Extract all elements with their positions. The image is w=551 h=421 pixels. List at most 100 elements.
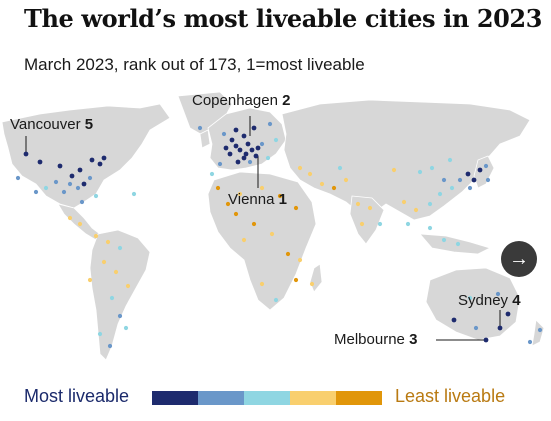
city-dot bbox=[249, 147, 255, 153]
label-vancouver: Vancouver 5 bbox=[10, 116, 93, 133]
label-melbourne-city: Melbourne bbox=[334, 331, 405, 348]
land-asia bbox=[281, 99, 531, 221]
city-dot bbox=[241, 155, 247, 161]
label-vienna: Vienna 1 bbox=[228, 191, 287, 208]
city-dot bbox=[197, 125, 203, 131]
city-dot bbox=[61, 189, 67, 195]
city-dot bbox=[15, 175, 21, 181]
city-dot bbox=[467, 295, 473, 301]
city-dot bbox=[225, 201, 231, 207]
city-dot bbox=[125, 283, 131, 289]
next-button[interactable]: → bbox=[501, 241, 537, 277]
label-sydney: Sydney 4 bbox=[458, 292, 521, 309]
city-dot bbox=[57, 163, 63, 169]
city-dot bbox=[245, 141, 251, 147]
city-dot bbox=[97, 331, 103, 337]
legend-swatch-4 bbox=[290, 391, 336, 405]
city-dot bbox=[117, 245, 123, 251]
city-dot bbox=[87, 175, 93, 181]
city-dot bbox=[427, 201, 433, 207]
city-dot bbox=[109, 295, 115, 301]
chart-title: The world’s most liveable cities in 2023 bbox=[24, 4, 543, 33]
city-dot bbox=[117, 313, 123, 319]
city-dot bbox=[235, 159, 241, 165]
city-dot bbox=[43, 185, 49, 191]
city-dot bbox=[451, 317, 457, 323]
city-dot bbox=[237, 191, 243, 197]
city-dot bbox=[259, 185, 265, 191]
city-dot bbox=[221, 131, 227, 137]
city-dot bbox=[33, 189, 39, 195]
city-dot bbox=[233, 143, 239, 149]
label-melbourne-rank: 3 bbox=[409, 331, 418, 348]
city-dot bbox=[53, 179, 59, 185]
city-dot bbox=[223, 145, 229, 151]
city-dot bbox=[215, 185, 221, 191]
city-dot bbox=[483, 337, 489, 343]
land-central-america bbox=[57, 203, 101, 241]
city-dot bbox=[105, 239, 111, 245]
world-map: Copenhagen 2 Vancouver 5 Vienna 1 Sydney… bbox=[0, 84, 551, 374]
city-dot bbox=[355, 201, 361, 207]
legend-least-label: Least liveable bbox=[395, 386, 506, 406]
city-dot bbox=[471, 177, 477, 183]
city-dot bbox=[273, 137, 279, 143]
city-dot bbox=[337, 165, 343, 171]
city-dot bbox=[241, 237, 247, 243]
city-dot bbox=[209, 171, 215, 177]
city-dot bbox=[309, 281, 315, 287]
city-dot bbox=[485, 177, 491, 183]
city-dot bbox=[437, 191, 443, 197]
legend-swatch-1 bbox=[152, 391, 198, 405]
city-dot bbox=[77, 167, 83, 173]
city-dot bbox=[233, 127, 239, 133]
city-dot bbox=[455, 241, 461, 247]
city-dot bbox=[319, 181, 325, 187]
map-svg bbox=[1, 91, 545, 361]
city-dot bbox=[93, 193, 99, 199]
city-dot bbox=[273, 297, 279, 303]
city-dot bbox=[23, 151, 29, 157]
city-dot bbox=[401, 199, 407, 205]
arrow-right-icon: → bbox=[509, 247, 529, 270]
city-dot bbox=[441, 177, 447, 183]
city-dot bbox=[253, 153, 259, 159]
city-dot bbox=[527, 339, 533, 345]
land-new-zealand bbox=[531, 319, 545, 347]
label-copenhagen-city: Copenhagen bbox=[192, 92, 278, 109]
city-dot bbox=[77, 221, 83, 227]
city-dot bbox=[359, 221, 365, 227]
city-dot bbox=[391, 167, 397, 173]
land-australia bbox=[425, 267, 521, 341]
city-dot bbox=[495, 291, 501, 297]
city-dot bbox=[429, 165, 435, 171]
label-copenhagen-rank: 2 bbox=[282, 92, 291, 109]
city-dot bbox=[81, 181, 87, 187]
city-dot bbox=[265, 155, 271, 161]
city-dot bbox=[69, 173, 75, 179]
city-dot bbox=[377, 221, 383, 227]
land-masses bbox=[1, 91, 545, 361]
city-dot bbox=[227, 151, 233, 157]
legend-swatch-2 bbox=[198, 391, 244, 405]
city-dot bbox=[123, 325, 129, 331]
land-indonesia bbox=[419, 233, 492, 255]
city-dot bbox=[473, 325, 479, 331]
city-dot bbox=[277, 193, 283, 199]
city-dot bbox=[267, 121, 273, 127]
city-dot bbox=[237, 147, 243, 153]
city-dot bbox=[229, 137, 235, 143]
city-dot bbox=[465, 171, 471, 177]
city-dot bbox=[307, 171, 313, 177]
city-dot bbox=[37, 159, 43, 165]
city-dot bbox=[405, 221, 411, 227]
city-dot bbox=[297, 165, 303, 171]
city-dot bbox=[131, 191, 137, 197]
label-vienna-rank: 1 bbox=[278, 191, 287, 208]
city-dot bbox=[247, 159, 253, 165]
label-vienna-city: Vienna bbox=[228, 191, 275, 208]
label-connectors bbox=[25, 116, 501, 341]
land-india bbox=[349, 195, 385, 245]
city-dot bbox=[449, 185, 455, 191]
city-dot bbox=[255, 145, 261, 151]
